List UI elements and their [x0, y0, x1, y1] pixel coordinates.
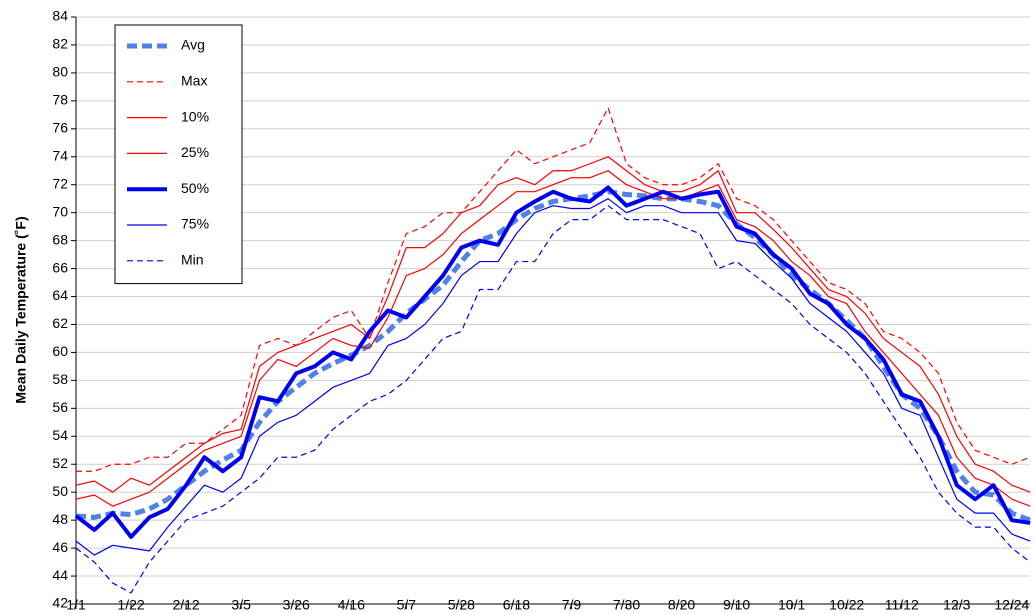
y-tick-label: 74 — [52, 147, 68, 163]
series-line — [75, 170, 1031, 507]
legend-label: 50% — [181, 180, 209, 196]
x-tick-label: 5/7 — [397, 597, 417, 613]
x-tick-label: 11/12 — [885, 597, 919, 613]
y-tick-label: 76 — [52, 120, 68, 136]
legend-label: 75% — [181, 216, 209, 232]
x-tick-label: 6/18 — [503, 597, 530, 613]
x-tick-label: 12/3 — [943, 597, 970, 613]
x-tick-label: 12/24 — [994, 597, 1029, 613]
x-tick-label: 10/1 — [778, 597, 805, 613]
x-tick-label: 2/12 — [172, 597, 199, 613]
y-axis-title: Mean Daily Temperature (˚F) — [13, 216, 29, 403]
series-line — [76, 107, 1031, 472]
series-line — [75, 198, 1031, 556]
y-tick-label: 72 — [52, 175, 68, 191]
x-tick-label: 7/30 — [613, 597, 640, 613]
x-tick-label: 3/5 — [231, 597, 251, 613]
series-line — [75, 205, 1031, 594]
y-tick-label: 80 — [52, 64, 68, 80]
y-tick-label: 46 — [52, 539, 68, 555]
y-tick-label: 70 — [52, 203, 68, 219]
y-tick-label: 84 — [52, 8, 68, 24]
y-tick-label: 42 — [52, 595, 68, 611]
y-tick-label: 66 — [52, 259, 68, 275]
y-tick-label: 62 — [52, 315, 68, 331]
y-tick-label: 78 — [52, 92, 68, 108]
legend-label: 25% — [181, 144, 209, 160]
y-tick-label: 48 — [52, 511, 68, 527]
legend-label: Max — [181, 73, 207, 89]
series-line — [75, 156, 1031, 493]
x-tick-label: 1/22 — [117, 597, 144, 613]
x-tick-label: 9/10 — [723, 597, 750, 613]
series-line — [74, 185, 1031, 539]
y-tick-label: 68 — [52, 231, 68, 247]
y-tick-label: 82 — [52, 36, 68, 52]
y-tick-label: 56 — [52, 399, 68, 415]
x-tick-label: 10/22 — [829, 597, 864, 613]
y-tick-label: 58 — [52, 371, 68, 387]
x-tick-label: 5/28 — [448, 597, 475, 613]
x-tick-label: 8/20 — [668, 597, 695, 613]
y-tick-label: 44 — [52, 567, 68, 583]
y-tick-label: 50 — [52, 483, 68, 499]
legend: Avg Max 10% 25% 50% 75% Min — [114, 24, 243, 285]
y-tick-label: 64 — [52, 287, 68, 303]
x-tick-label: 1/1 — [66, 597, 86, 613]
y-tick-label: 60 — [52, 343, 68, 359]
y-tick-label: 52 — [52, 455, 68, 471]
x-tick-label: 3/26 — [283, 597, 310, 613]
legend-label: Min — [181, 252, 204, 268]
x-tick-label: 7/9 — [562, 597, 582, 613]
y-tick-label: 54 — [52, 427, 68, 443]
x-tick-label: 4/16 — [338, 597, 365, 613]
legend-box — [114, 24, 243, 285]
legend-label: 10% — [181, 108, 209, 124]
legend-label: Avg — [181, 37, 205, 53]
